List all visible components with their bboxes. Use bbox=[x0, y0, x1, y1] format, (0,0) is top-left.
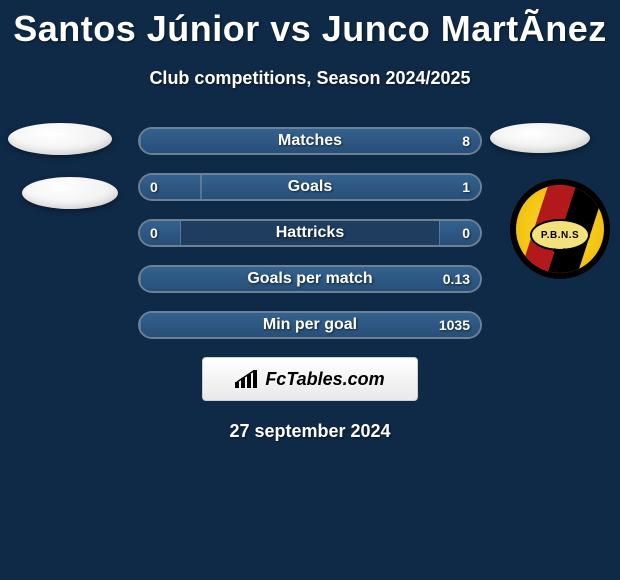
stat-bar-value-right: 1 bbox=[452, 175, 480, 199]
stat-bar-label: Matches bbox=[140, 129, 480, 153]
comparison-stage: P.B.N.S Matches8Goals01Hattricks00Goals … bbox=[0, 127, 620, 442]
player-photo-left-2 bbox=[22, 177, 118, 209]
stat-bar: Min per goal1035 bbox=[138, 311, 482, 339]
subtitle: Club competitions, Season 2024/2025 bbox=[0, 68, 620, 89]
stat-bar-value-right: 8 bbox=[452, 129, 480, 153]
stat-bar-label: Hattricks bbox=[140, 221, 480, 245]
stat-bar-value-left bbox=[140, 129, 160, 153]
club-badge-right: P.B.N.S bbox=[510, 179, 610, 279]
player-photo-right-1 bbox=[490, 123, 590, 153]
bar-chart-icon bbox=[235, 370, 259, 388]
brand-box[interactable]: FcTables.com bbox=[202, 357, 418, 401]
stat-bar-label: Goals bbox=[140, 175, 480, 199]
stat-bars: Matches8Goals01Hattricks00Goals per matc… bbox=[138, 127, 482, 339]
brand-text: FcTables.com bbox=[265, 369, 384, 390]
stat-bar: Matches8 bbox=[138, 127, 482, 155]
stat-bar-value-left bbox=[140, 267, 160, 291]
stat-bar-value-left: 0 bbox=[140, 221, 168, 245]
stat-bar-value-left bbox=[140, 313, 160, 337]
stat-bar-label: Goals per match bbox=[140, 267, 480, 291]
page-title: Santos Júnior vs Junco MartÃ­nez bbox=[0, 0, 620, 50]
stat-bar: Hattricks0 0 bbox=[138, 219, 482, 247]
stat-bar-value-right: 0.13 bbox=[433, 267, 480, 291]
player-photo-left-1 bbox=[8, 123, 112, 155]
stat-bar: Goals per match0.13 bbox=[138, 265, 482, 293]
stat-bar-value-right: 1035 bbox=[429, 313, 480, 337]
stat-bar-value-left: 0 bbox=[140, 175, 168, 199]
stat-bar: Goals0 1 bbox=[138, 173, 482, 201]
snapshot-date: 27 september 2024 bbox=[0, 421, 620, 442]
stat-bar-value-right: 0 bbox=[452, 221, 480, 245]
